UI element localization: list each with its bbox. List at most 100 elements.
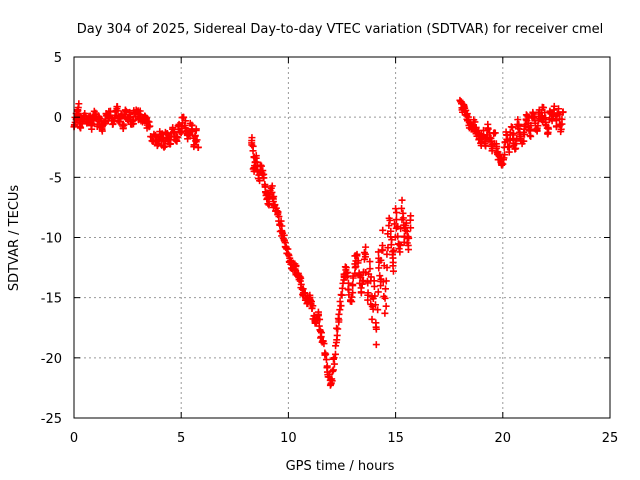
data-point-track xyxy=(259,174,267,182)
data-point xyxy=(550,102,558,110)
data-point-track xyxy=(463,110,471,118)
data-point-track xyxy=(330,360,338,368)
data-point xyxy=(394,232,402,240)
data-point-track xyxy=(181,117,189,125)
data-point-track xyxy=(379,246,387,254)
data-point-track xyxy=(520,137,528,145)
data-point xyxy=(194,143,202,151)
data-point-track xyxy=(545,125,553,133)
data-point-track xyxy=(376,272,384,280)
data-point-track xyxy=(322,356,330,364)
data-point-track xyxy=(248,141,256,149)
data-point xyxy=(372,341,380,349)
data-point-track xyxy=(191,132,199,140)
data-point xyxy=(398,196,406,204)
data-point xyxy=(407,212,415,220)
x-tick-label: 15 xyxy=(387,431,404,446)
data-point-track xyxy=(292,262,300,270)
data-point xyxy=(387,241,395,249)
data-point-track xyxy=(505,143,513,151)
data-point-track xyxy=(146,122,154,130)
data-point xyxy=(370,277,378,285)
data-point xyxy=(349,282,357,290)
data-point-track xyxy=(386,216,394,224)
data-point-track xyxy=(308,298,316,306)
data-point xyxy=(362,243,370,251)
data-point-track xyxy=(335,310,343,318)
data-point xyxy=(383,264,391,272)
data-series xyxy=(70,96,567,389)
data-point-track xyxy=(385,222,393,230)
data-point-track xyxy=(381,294,389,302)
data-point-track xyxy=(382,302,390,310)
data-point xyxy=(332,342,340,350)
data-point-track xyxy=(349,289,357,297)
data-point-track xyxy=(464,113,472,121)
data-point-track xyxy=(527,122,535,130)
data-point-track xyxy=(320,340,328,348)
y-tick-label: -15 xyxy=(41,292,62,307)
data-point-track xyxy=(398,204,406,212)
data-point-track xyxy=(389,258,397,266)
data-point-track xyxy=(296,277,304,285)
y-tick-label: -25 xyxy=(41,412,62,427)
data-point xyxy=(486,134,494,142)
data-point-track xyxy=(316,315,324,323)
data-point xyxy=(471,118,479,126)
data-point xyxy=(377,282,385,290)
data-point-track xyxy=(390,246,398,254)
data-point-track xyxy=(174,133,182,141)
data-point xyxy=(329,366,337,374)
data-point xyxy=(252,152,260,160)
x-axis-label: GPS time / hours xyxy=(286,459,395,474)
data-point-track xyxy=(359,276,367,284)
y-tick-label: -20 xyxy=(41,352,62,367)
y-tick-label: -10 xyxy=(41,232,62,247)
data-point-track xyxy=(328,367,336,375)
data-point-track xyxy=(374,288,382,296)
data-point-track xyxy=(491,129,499,137)
data-point-track xyxy=(364,291,372,299)
data-point xyxy=(344,279,352,287)
data-point xyxy=(381,309,389,317)
data-point-track xyxy=(354,259,362,267)
data-point xyxy=(368,315,376,323)
data-point-track xyxy=(317,329,325,337)
data-point xyxy=(555,105,563,113)
data-point-track xyxy=(177,123,185,131)
x-tick-label: 25 xyxy=(602,431,619,446)
data-point xyxy=(527,132,535,140)
data-point xyxy=(338,291,346,299)
x-tick-label: 0 xyxy=(70,431,78,446)
x-tick-label: 5 xyxy=(177,431,185,446)
data-point-track xyxy=(308,304,316,312)
data-point-track xyxy=(558,120,566,128)
data-point-track xyxy=(74,107,82,115)
data-point-track xyxy=(484,124,492,132)
data-point-track xyxy=(314,312,322,320)
data-point xyxy=(374,248,382,256)
data-point-track xyxy=(374,306,382,314)
data-point-track xyxy=(192,125,200,133)
data-point-track xyxy=(274,209,282,217)
y-tick-label: -5 xyxy=(49,171,62,186)
data-point-track xyxy=(405,234,413,242)
data-point-track xyxy=(407,224,415,232)
data-point xyxy=(559,108,567,116)
data-point-track xyxy=(331,350,339,358)
data-point-track xyxy=(321,351,329,359)
data-point xyxy=(336,306,344,314)
data-point-track xyxy=(268,188,276,196)
data-point-track xyxy=(403,228,411,236)
data-point-track xyxy=(501,151,509,159)
data-point xyxy=(379,226,387,234)
y-tick-label: 5 xyxy=(54,51,62,66)
data-point-track xyxy=(337,302,345,310)
data-point-track xyxy=(188,121,196,129)
data-point-track xyxy=(120,121,128,129)
y-axis-label: SDTVAR / TECUs xyxy=(7,185,22,292)
data-point xyxy=(540,104,548,112)
data-point xyxy=(177,129,185,137)
data-point-track xyxy=(117,115,125,123)
